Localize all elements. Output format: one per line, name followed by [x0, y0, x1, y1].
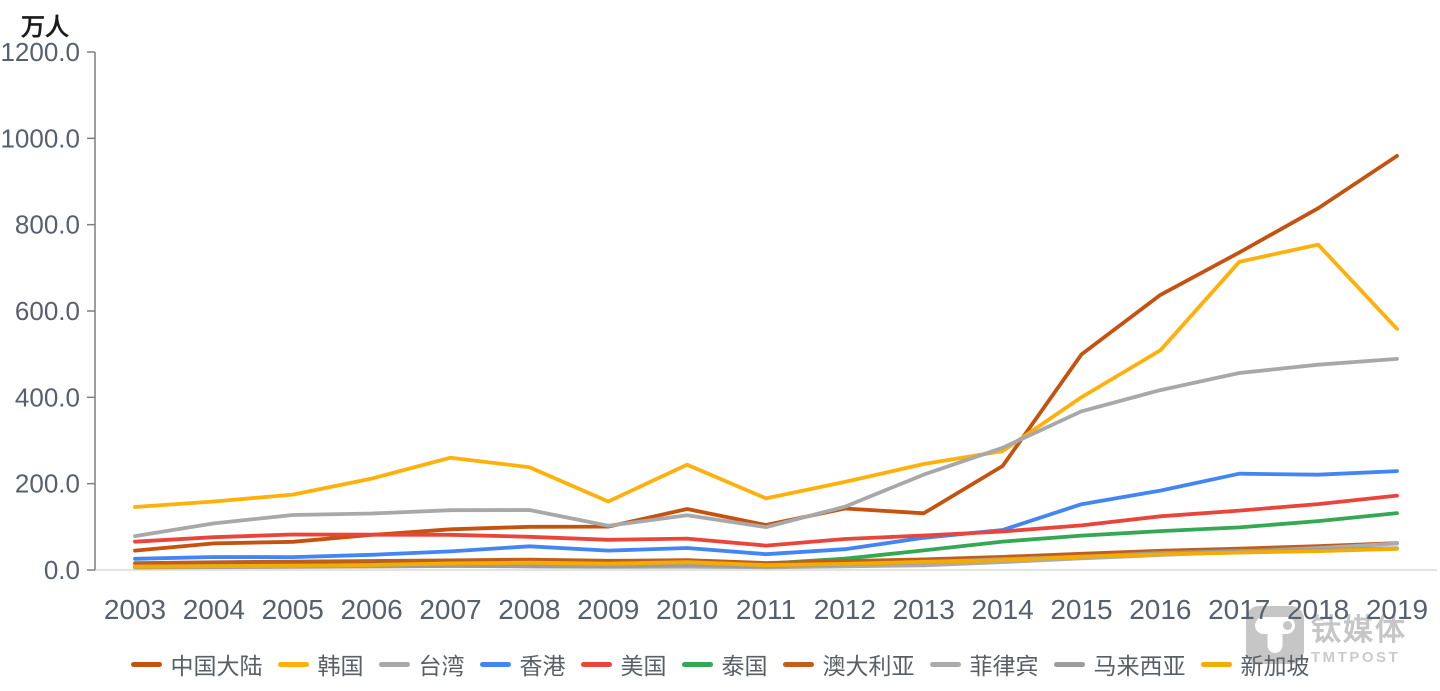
legend-item: 新加坡: [1200, 647, 1310, 681]
x-axis-tick-label: 2007: [419, 594, 481, 625]
series-line: [133, 546, 1399, 569]
series-line: [133, 153, 1399, 553]
x-axis-tick-label: 2006: [340, 594, 402, 625]
x-axis-tick-label: 2003: [104, 594, 166, 625]
legend-label: 马来西亚: [1093, 653, 1186, 679]
legend-swatch: [277, 661, 309, 667]
series-line: [133, 541, 1399, 566]
legend-item: 泰国: [681, 647, 768, 681]
legend-swatch: [130, 661, 162, 667]
legend-swatch: [1053, 661, 1085, 667]
legend-swatch: [782, 661, 814, 667]
legend-label: 美国: [620, 653, 667, 679]
legend-item: 中国大陆: [130, 647, 263, 681]
y-axis-tick-label: 800.0: [15, 210, 80, 240]
legend-label: 澳大利亚: [822, 653, 915, 679]
x-axis-tick-label: 2018: [1287, 594, 1349, 625]
y-axis-tick-label: 400.0: [15, 382, 80, 412]
x-axis-tick-label: 2013: [893, 594, 955, 625]
x-axis-tick-label: 2017: [1208, 594, 1270, 625]
legend-swatch: [929, 661, 961, 667]
y-axis-tick-label: 1000.0: [0, 123, 80, 153]
x-axis-tick-label: 2016: [1129, 594, 1191, 625]
x-axis-tick-label: 2019: [1366, 594, 1428, 625]
legend-label: 新加坡: [1240, 653, 1310, 679]
legend-label: 韩国: [317, 653, 364, 679]
watermark-name-en: TMTPOST: [1311, 648, 1401, 666]
legend-label: 香港: [519, 653, 566, 679]
series-line: [133, 356, 1399, 538]
legend-swatch: [681, 661, 713, 667]
x-axis-tick-label: 2010: [656, 594, 718, 625]
y-axis-tick-label: 0.0: [44, 555, 80, 585]
legend-label: 泰国: [721, 653, 768, 679]
y-axis-tick-label: 600.0: [15, 296, 80, 326]
y-axis-unit-label: 万人: [21, 14, 69, 41]
x-axis-tick-label: 2012: [814, 594, 876, 625]
legend-swatch: [580, 661, 612, 667]
x-axis-tick-label: 2015: [1050, 594, 1112, 625]
legend-swatch: [479, 661, 511, 667]
chart-legend: 中国大陆 韩国 台湾 香港 美国 泰国 澳大利亚 菲律宾 马来西亚 新加坡: [0, 647, 1440, 681]
legend-item: 台湾: [378, 647, 465, 681]
tmtpost-logo-icon: [1246, 606, 1304, 669]
x-axis-tick-label: 2011: [736, 594, 796, 625]
x-axis-tick-label: 2014: [971, 594, 1033, 625]
legend-swatch: [1200, 661, 1232, 667]
legend-label: 中国大陆: [170, 653, 263, 679]
legend-item: 韩国: [277, 647, 364, 681]
y-axis-tick-label: 200.0: [15, 469, 80, 499]
tmtpost-watermark: 钛媒体 TMTPOST: [1246, 606, 1407, 669]
legend-label: 台湾: [418, 653, 465, 679]
legend-item: 菲律宾: [929, 647, 1039, 681]
legend-swatch: [378, 661, 410, 667]
legend-item: 马来西亚: [1053, 647, 1186, 681]
x-axis-tick-label: 2009: [577, 594, 639, 625]
x-axis-tick-label: 2005: [262, 594, 324, 625]
legend-label: 菲律宾: [969, 653, 1039, 679]
y-axis-tick-label: 1200.0: [0, 37, 80, 67]
legend-item: 澳大利亚: [782, 647, 915, 681]
x-axis-tick-label: 2008: [498, 594, 560, 625]
watermark-name-cn: 钛媒体: [1311, 614, 1407, 647]
series-line: [133, 493, 1399, 548]
x-axis-tick-label: 2004: [183, 594, 245, 625]
series-line: [133, 242, 1399, 509]
legend-item: 美国: [580, 647, 667, 681]
series-line: [133, 469, 1399, 561]
legend-item: 香港: [479, 647, 566, 681]
